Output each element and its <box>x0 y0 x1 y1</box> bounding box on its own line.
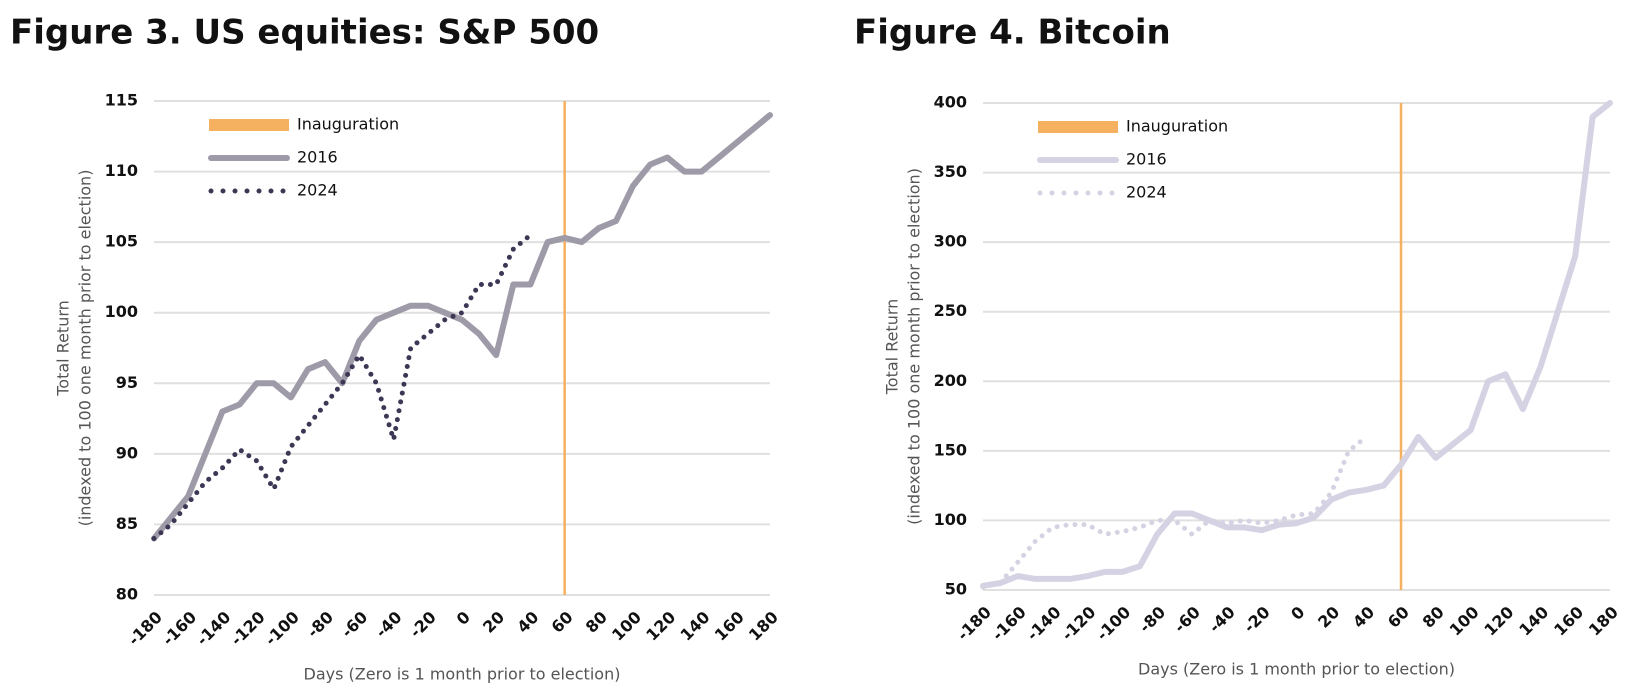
legend-label: 2024 <box>297 181 338 200</box>
y-axis-label: Total Return <box>883 299 902 396</box>
x-tick-label: -140 <box>193 608 235 650</box>
x-tick-label: 160 <box>1550 603 1587 640</box>
x-tick-label: -40 <box>1205 603 1239 637</box>
legend-label: 2024 <box>1126 183 1167 202</box>
x-tick-label: 0 <box>453 608 474 629</box>
x-tick-label: -160 <box>158 608 200 650</box>
x-tick-label: 0 <box>1287 603 1308 624</box>
x-tick-label: 100 <box>1446 603 1483 640</box>
x-tick-label: 160 <box>711 608 748 645</box>
y-tick-label: 100 <box>934 510 967 529</box>
legend-label: 2016 <box>1126 150 1167 169</box>
legend-swatch <box>1038 121 1118 133</box>
series-line <box>151 232 533 541</box>
y-tick-label: 100 <box>105 302 138 321</box>
x-tick-label: 100 <box>608 608 645 645</box>
x-tick-label: 20 <box>479 608 508 637</box>
y-tick-label: 85 <box>116 514 138 533</box>
x-tick-label: -40 <box>372 608 406 642</box>
x-tick-label: 120 <box>642 608 679 645</box>
x-tick-label: 40 <box>513 608 542 637</box>
x-tick-label: 20 <box>1314 603 1343 632</box>
series-line <box>151 112 773 542</box>
x-tick-label: -140 <box>1023 603 1065 645</box>
x-tick-label: 180 <box>745 608 782 645</box>
x-tick-label: -180 <box>124 608 166 650</box>
x-axis-label: Days (Zero is 1 month prior to election) <box>304 665 621 684</box>
y-tick-label: 110 <box>105 161 138 180</box>
x-tick-label: 60 <box>1384 603 1413 632</box>
x-tick-label: 140 <box>677 608 714 645</box>
y-tick-label: 300 <box>934 232 967 251</box>
series-line <box>980 434 1369 590</box>
series-line <box>980 100 1613 589</box>
x-axis-label: Days (Zero is 1 month prior to election) <box>1138 660 1455 679</box>
x-tick-label: -100 <box>261 608 303 650</box>
y-axis-label: (indexed to 100 one month prior to elect… <box>76 170 95 527</box>
legend-label: Inauguration <box>297 115 399 134</box>
x-tick-label: -60 <box>337 608 371 642</box>
y-tick-label: 95 <box>116 373 138 392</box>
legend-label: 2016 <box>297 148 338 167</box>
y-tick-label: 350 <box>934 162 967 181</box>
x-tick-label: -20 <box>1240 603 1274 637</box>
x-tick-label: -80 <box>303 608 337 642</box>
x-tick-label: -120 <box>227 608 269 650</box>
x-tick-label: 80 <box>582 608 611 637</box>
x-tick-label: -160 <box>988 603 1030 645</box>
x-tick-label: 120 <box>1480 603 1517 640</box>
y-tick-label: 105 <box>105 232 138 251</box>
x-tick-label: 40 <box>1349 603 1378 632</box>
y-tick-label: 250 <box>934 301 967 320</box>
y-tick-label: 80 <box>116 585 138 604</box>
chart-title: Figure 3. US equities: S&P 500 <box>10 13 599 53</box>
y-axis-label: Total Return <box>54 300 73 397</box>
x-tick-label: -60 <box>1170 603 1204 637</box>
y-tick-label: 400 <box>934 93 967 112</box>
x-tick-label: 60 <box>547 608 576 637</box>
legend-swatch <box>209 119 289 131</box>
y-tick-label: 50 <box>945 580 967 599</box>
x-tick-label: 180 <box>1585 603 1622 640</box>
y-tick-label: 150 <box>934 440 967 459</box>
x-tick-label: -20 <box>406 608 440 642</box>
chart-title: Figure 4. Bitcoin <box>854 13 1171 53</box>
y-tick-label: 90 <box>116 443 138 462</box>
x-tick-label: 140 <box>1515 603 1552 640</box>
y-axis-label: (indexed to 100 one month prior to elect… <box>905 168 924 525</box>
y-tick-label: 115 <box>105 91 138 110</box>
x-tick-label: -100 <box>1093 603 1135 645</box>
y-tick-label: 200 <box>934 371 967 390</box>
x-tick-label: -120 <box>1058 603 1100 645</box>
legend-label: Inauguration <box>1126 117 1228 136</box>
x-tick-label: 80 <box>1419 603 1448 632</box>
x-tick-label: -180 <box>953 603 995 645</box>
x-tick-label: -80 <box>1135 603 1169 637</box>
